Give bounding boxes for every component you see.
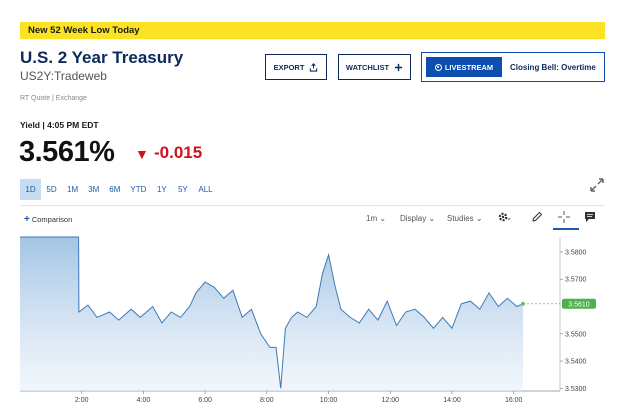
last-value-badge	[562, 298, 596, 309]
watchlist-button[interactable]: WATCHLIST	[338, 54, 411, 80]
export-icon	[310, 62, 318, 72]
page-title: U.S. 2 Year Treasury	[20, 48, 184, 67]
last-value-label: 3.5610	[568, 301, 590, 308]
studies-label: Studies	[447, 214, 474, 223]
comment-icon[interactable]	[583, 210, 597, 224]
range-ytd[interactable]: YTD	[130, 185, 147, 194]
yield-chart[interactable]: 2:00 4:00 6:00 8:00 10:00 12:00 14:00 16:00 3.58…	[0, 231, 630, 404]
new-52-week-low-banner: New 52 Week Low Today	[20, 22, 605, 39]
toolbar-divider	[20, 205, 605, 206]
range-6m[interactable]: 6M	[109, 185, 121, 194]
range-1m[interactable]: 1M	[67, 185, 79, 194]
watchlist-label: WATCHLIST	[345, 62, 390, 72]
quote-source: RT Quote | Exchange	[20, 95, 87, 102]
plus-icon: +	[24, 214, 30, 225]
livestream-label: LIVESTREAM	[444, 62, 494, 72]
chart-series-line	[20, 236, 524, 389]
x-tick-label: 4:00	[137, 397, 151, 404]
y-tick-label: 3.5800	[565, 249, 587, 256]
down-arrow-icon: ▼	[135, 146, 149, 162]
comparison-label: Comparison	[31, 215, 73, 224]
ticker-symbol: US2Y:Tradeweb	[20, 69, 107, 83]
interval-value: 1m	[366, 214, 378, 223]
x-tick-label: 16:00	[505, 397, 523, 404]
y-tick-label: 3.5500	[565, 331, 587, 338]
livestream-button[interactable]: LIVESTREAM	[426, 57, 502, 77]
range-5y[interactable]: 5Y	[177, 185, 188, 194]
last-price: 3.561%	[19, 136, 115, 168]
live-show-title[interactable]: Closing Bell: Overtime	[510, 63, 596, 72]
range-all[interactable]: ALL	[198, 185, 213, 194]
display-label: Display	[400, 214, 427, 223]
x-tick-label: 2:00	[75, 397, 89, 404]
range-1y[interactable]: 1Y	[156, 185, 167, 194]
livestream-widget[interactable]: LIVESTREAM Closing Bell: Overtime	[421, 52, 605, 82]
plus-icon	[394, 63, 403, 71]
x-tick-label: 8:00	[260, 397, 274, 404]
chevron-down-icon: ⌄	[428, 214, 436, 223]
chart-area-fill	[20, 237, 523, 391]
pencil-icon[interactable]	[530, 210, 544, 224]
export-label: EXPORT	[273, 62, 305, 72]
export-button[interactable]: EXPORT	[265, 54, 327, 80]
comparison-button[interactable]: + Comparison	[24, 214, 72, 225]
range-5d[interactable]: 5D	[46, 185, 57, 194]
last-value-dot	[520, 301, 525, 306]
chevron-down-icon: ⌄	[475, 214, 483, 223]
x-tick-label: 10:00	[320, 397, 338, 404]
range-3m[interactable]: 3M	[88, 185, 100, 194]
x-tick-label: 12:00	[382, 397, 400, 404]
range-1d[interactable]: 1D	[20, 179, 41, 200]
y-tick-label: 3.5400	[565, 359, 587, 366]
x-tick-label: 14:00	[443, 397, 461, 404]
live-radio-icon	[434, 63, 442, 71]
time-range-selector: 1D 5D 1M 3M 6M YTD 1Y 5Y ALL	[20, 179, 218, 200]
studies-dropdown[interactable]: Studies ⌄	[447, 214, 483, 223]
gear-icon[interactable]	[497, 210, 511, 224]
interval-dropdown[interactable]: 1m ⌄	[366, 214, 386, 223]
yield-timestamp: Yield | 4:05 PM EDT	[20, 120, 99, 130]
y-tick-label: 3.5300	[565, 386, 587, 393]
active-tool-indicator	[553, 228, 579, 230]
crosshair-icon[interactable]	[557, 210, 571, 224]
chevron-down-icon: ⌄	[379, 214, 387, 223]
y-tick-label: 3.5700	[565, 277, 587, 284]
price-change: -0.015	[154, 143, 203, 162]
expand-icon[interactable]	[588, 176, 606, 194]
x-tick-label: 6:00	[198, 397, 212, 404]
display-dropdown[interactable]: Display ⌄	[400, 214, 435, 223]
